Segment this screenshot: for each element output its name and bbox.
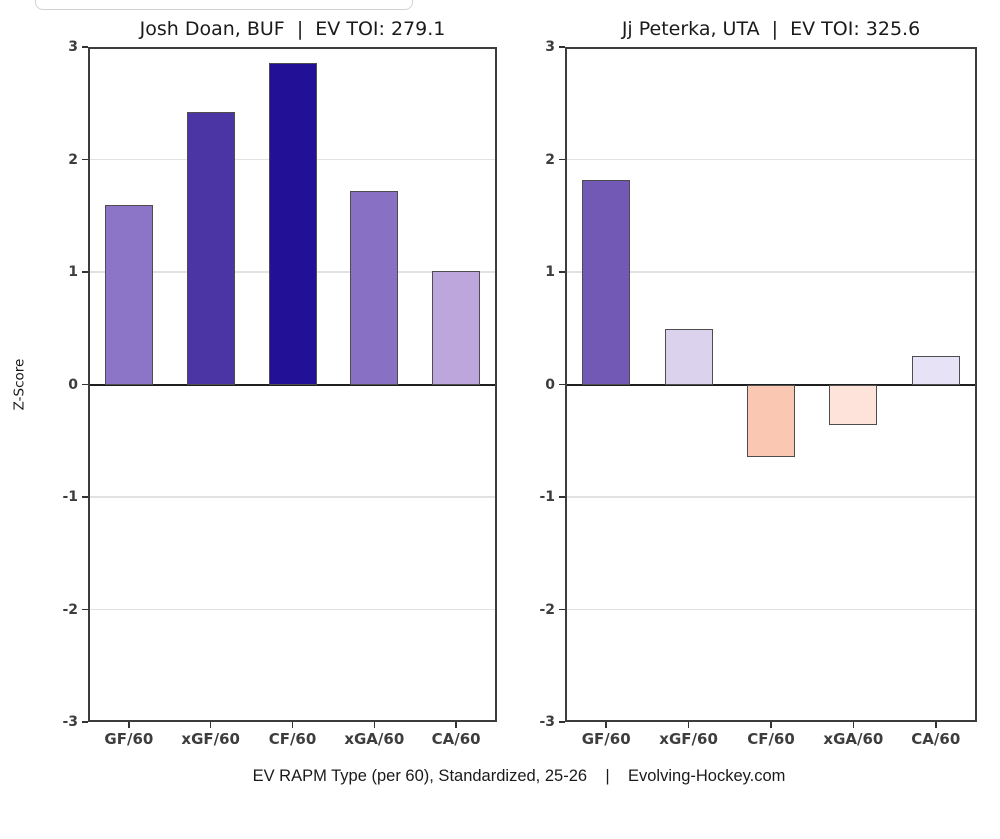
x-tick-label-xgf-60: xGF/60 — [659, 730, 718, 748]
y-tick-label: -1 — [62, 489, 78, 505]
chart-title-josh-doan: Josh Doan, BUF | EV TOI: 279.1 — [139, 18, 446, 40]
x-tick-mark — [373, 722, 376, 728]
chart-title-jj-peterka: Jj Peterka, UTA | EV TOI: 325.6 — [621, 18, 921, 40]
y-tick-mark — [559, 608, 565, 611]
y-tick-label: -2 — [62, 601, 78, 618]
y-tick-label: 1 — [545, 264, 555, 280]
x-tick-label-cf-60: CF/60 — [268, 730, 317, 748]
y-tick-mark — [82, 721, 88, 723]
y-tick-label: 2 — [68, 151, 78, 168]
bar-gf-60 — [104, 204, 153, 385]
x-tick-mark — [605, 722, 607, 728]
y-tick-mark — [82, 46, 88, 48]
gridline-y1 — [565, 271, 977, 273]
cropped-toolbar-remnant — [35, 0, 413, 10]
y-tick-mark — [82, 271, 88, 273]
y-tick-label: 2 — [545, 151, 555, 168]
y-axis-title: Z-Score — [11, 358, 28, 411]
bar-cf-60 — [747, 384, 795, 457]
figure-caption: EV RAPM Type (per 60), Standardized, 25-… — [252, 767, 786, 785]
x-tick-mark — [687, 722, 690, 728]
y-tick-mark — [82, 383, 88, 386]
x-tick-mark — [209, 722, 212, 728]
y-tick-label: 3 — [68, 39, 78, 55]
y-tick-label: -1 — [539, 489, 555, 505]
x-tick-label-ca-60: CA/60 — [431, 730, 481, 748]
gridline-y-2 — [88, 608, 497, 611]
y-tick-mark — [82, 158, 88, 161]
x-tick-label-xga-60: xGA/60 — [344, 730, 405, 748]
x-tick-mark — [852, 722, 855, 728]
x-tick-mark — [770, 722, 772, 728]
gridline-y-1 — [565, 496, 977, 498]
y-tick-mark — [559, 721, 565, 723]
y-tick-label: -2 — [539, 601, 555, 618]
bar-ca-60 — [911, 356, 960, 385]
x-tick-label-cf-60: CF/60 — [747, 730, 795, 748]
x-tick-label-gf-60: GF/60 — [581, 730, 631, 748]
bar-xga-60 — [829, 384, 878, 425]
bar-ca-60 — [432, 270, 481, 385]
bar-gf-60 — [582, 179, 631, 385]
x-tick-label-ca-60: CA/60 — [911, 730, 961, 748]
y-tick-label: 1 — [68, 264, 78, 280]
bar-xgf-60 — [664, 329, 713, 385]
y-tick-mark — [82, 496, 88, 498]
gridline-y-1 — [88, 496, 497, 498]
bar-cf-60 — [268, 62, 317, 385]
bar-xgf-60 — [186, 112, 235, 385]
x-tick-mark — [455, 722, 457, 728]
y-tick-mark — [559, 496, 565, 498]
y-tick-label: -3 — [539, 714, 555, 730]
x-tick-mark — [128, 722, 130, 728]
y-tick-label: 0 — [68, 376, 78, 393]
gridline-y-2 — [565, 608, 977, 611]
x-tick-mark — [935, 722, 937, 728]
gridline-y2 — [565, 158, 977, 161]
x-tick-mark — [291, 722, 294, 728]
x-tick-label-xga-60: xGA/60 — [823, 730, 884, 748]
y-tick-label: 0 — [545, 376, 555, 393]
bar-xga-60 — [350, 191, 399, 385]
y-tick-mark — [559, 271, 565, 273]
y-tick-label: 3 — [545, 39, 555, 55]
y-tick-mark — [82, 608, 88, 611]
x-tick-label-xgf-60: xGF/60 — [181, 730, 240, 748]
x-tick-label-gf-60: GF/60 — [104, 730, 154, 748]
y-tick-label: -3 — [62, 714, 78, 730]
zero-line — [88, 383, 497, 386]
y-tick-mark — [559, 383, 565, 386]
y-tick-mark — [559, 46, 565, 48]
y-tick-mark — [559, 158, 565, 161]
